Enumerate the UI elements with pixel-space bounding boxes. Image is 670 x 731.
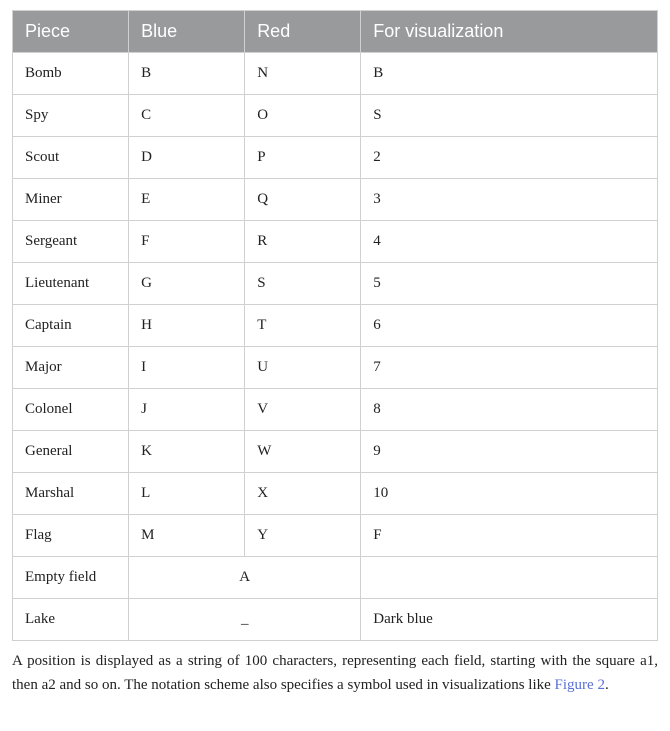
cell-viz: 5 — [361, 263, 658, 305]
cell-viz: S — [361, 95, 658, 137]
cell-blue: B — [129, 53, 245, 95]
cell-merged: A — [129, 557, 361, 599]
col-header-viz: For visualization — [361, 11, 658, 53]
cell-piece: Miner — [13, 179, 129, 221]
cell-piece: Empty field — [13, 557, 129, 599]
cell-blue: H — [129, 305, 245, 347]
cell-red: V — [245, 389, 361, 431]
cell-viz: Dark blue — [361, 599, 658, 641]
cell-viz: 10 — [361, 473, 658, 515]
cell-blue: L — [129, 473, 245, 515]
table-row: FlagMYF — [13, 515, 658, 557]
cell-red: S — [245, 263, 361, 305]
caption-text-post: . — [605, 677, 609, 693]
cell-piece: Major — [13, 347, 129, 389]
cell-blue: C — [129, 95, 245, 137]
table-row: MinerEQ3 — [13, 179, 658, 221]
cell-viz: F — [361, 515, 658, 557]
table-header-row: Piece Blue Red For visualization — [13, 11, 658, 53]
cell-blue: K — [129, 431, 245, 473]
cell-piece: Scout — [13, 137, 129, 179]
cell-viz: 7 — [361, 347, 658, 389]
cell-viz: 9 — [361, 431, 658, 473]
cell-piece: Lieutenant — [13, 263, 129, 305]
cell-red: Q — [245, 179, 361, 221]
cell-red: W — [245, 431, 361, 473]
cell-viz: 2 — [361, 137, 658, 179]
cell-viz: 4 — [361, 221, 658, 263]
table-caption: A position is displayed as a string of 1… — [12, 649, 658, 697]
cell-blue: J — [129, 389, 245, 431]
cell-red: U — [245, 347, 361, 389]
table-row: SergeantFR4 — [13, 221, 658, 263]
figure-link[interactable]: Figure 2 — [555, 677, 605, 693]
piece-notation-table: Piece Blue Red For visualization BombBNB… — [12, 10, 658, 641]
table-row: Empty fieldA — [13, 557, 658, 599]
cell-blue: F — [129, 221, 245, 263]
cell-red: X — [245, 473, 361, 515]
table-row: ColonelJV8 — [13, 389, 658, 431]
cell-piece: Marshal — [13, 473, 129, 515]
cell-blue: E — [129, 179, 245, 221]
cell-merged: _ — [129, 599, 361, 641]
cell-piece: Flag — [13, 515, 129, 557]
table-row: LieutenantGS5 — [13, 263, 658, 305]
cell-piece: General — [13, 431, 129, 473]
table-row: CaptainHT6 — [13, 305, 658, 347]
table-row: MarshalLX10 — [13, 473, 658, 515]
cell-piece: Colonel — [13, 389, 129, 431]
cell-red: O — [245, 95, 361, 137]
cell-piece: Bomb — [13, 53, 129, 95]
cell-piece: Lake — [13, 599, 129, 641]
cell-red: T — [245, 305, 361, 347]
cell-blue: I — [129, 347, 245, 389]
cell-piece: Captain — [13, 305, 129, 347]
cell-red: R — [245, 221, 361, 263]
cell-viz: 6 — [361, 305, 658, 347]
cell-blue: D — [129, 137, 245, 179]
table-row: Lake_Dark blue — [13, 599, 658, 641]
cell-blue: M — [129, 515, 245, 557]
cell-piece: Sergeant — [13, 221, 129, 263]
cell-red: N — [245, 53, 361, 95]
cell-viz — [361, 557, 658, 599]
col-header-piece: Piece — [13, 11, 129, 53]
table-row: GeneralKW9 — [13, 431, 658, 473]
table-row: SpyCOS — [13, 95, 658, 137]
table-row: BombBNB — [13, 53, 658, 95]
cell-viz: B — [361, 53, 658, 95]
col-header-red: Red — [245, 11, 361, 53]
cell-viz: 3 — [361, 179, 658, 221]
table-row: MajorIU7 — [13, 347, 658, 389]
cell-red: Y — [245, 515, 361, 557]
cell-viz: 8 — [361, 389, 658, 431]
cell-piece: Spy — [13, 95, 129, 137]
table-row: ScoutDP2 — [13, 137, 658, 179]
cell-red: P — [245, 137, 361, 179]
col-header-blue: Blue — [129, 11, 245, 53]
cell-blue: G — [129, 263, 245, 305]
